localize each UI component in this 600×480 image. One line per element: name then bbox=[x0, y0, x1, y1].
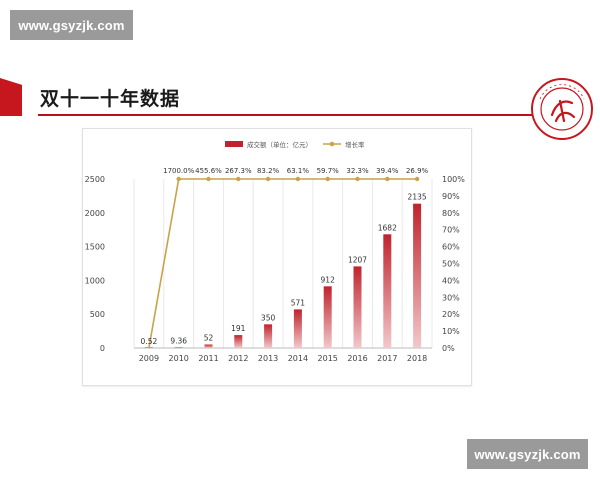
growth-rate-point bbox=[206, 176, 211, 182]
growth-rate-label: 63.1% bbox=[287, 167, 310, 175]
bar-value-label: 571 bbox=[291, 298, 306, 307]
y-right-tick-label: 0% bbox=[442, 344, 455, 353]
bar-value-label: 912 bbox=[321, 275, 336, 284]
growth-rate-label: 59.7% bbox=[317, 167, 340, 175]
bar-value-label: 350 bbox=[261, 313, 276, 322]
y-left-tick-label: 500 bbox=[90, 310, 105, 319]
y-right-tick-label: 30% bbox=[442, 293, 460, 302]
growth-rate-point bbox=[414, 176, 420, 182]
bar bbox=[234, 335, 243, 348]
bar bbox=[353, 266, 362, 348]
legend-label-line: 增长率 bbox=[345, 140, 365, 149]
y-right-tick-label: 10% bbox=[442, 327, 460, 336]
x-tick-label: 2010 bbox=[169, 354, 189, 363]
y-right-tick-label: 80% bbox=[442, 209, 460, 218]
university-seal-logo bbox=[531, 78, 593, 140]
growth-rate-label: 26.9% bbox=[406, 167, 429, 175]
growth-rate-point bbox=[236, 176, 241, 182]
growth-rate-label: 267.3% bbox=[225, 167, 252, 175]
y-left-tick-label: 2500 bbox=[85, 175, 105, 184]
x-tick-label: 2018 bbox=[407, 354, 427, 363]
x-tick-label: 2012 bbox=[228, 354, 248, 363]
y-right-tick-label: 20% bbox=[442, 310, 460, 319]
bar-value-label: 0.52 bbox=[141, 337, 158, 346]
bar-value-label: 9.36 bbox=[170, 336, 187, 345]
y-right-tick-label: 90% bbox=[442, 192, 460, 201]
y-left-tick-label: 1500 bbox=[85, 243, 105, 252]
bar-value-label: 1682 bbox=[378, 223, 397, 232]
bar bbox=[413, 203, 422, 348]
x-tick-label: 2009 bbox=[139, 354, 159, 363]
x-tick-label: 2017 bbox=[377, 354, 397, 363]
y-right-tick-label: 60% bbox=[442, 243, 460, 252]
y-right-tick-label: 100% bbox=[442, 175, 465, 184]
growth-rate-point bbox=[325, 176, 330, 182]
chart: 成交额（单位：亿元） 增长率 0 500 1000 1500 2000 2500 0% 10% 20… bbox=[85, 140, 466, 363]
title-accent-tab bbox=[0, 78, 22, 116]
growth-rate-label: 1700.0% bbox=[163, 167, 194, 175]
title-underline bbox=[38, 114, 533, 116]
growth-rate-line bbox=[148, 178, 418, 349]
watermark-top: www.gsyzjk.com bbox=[10, 10, 133, 40]
bar-value-label: 1207 bbox=[348, 255, 367, 264]
y-right-tick-label: 50% bbox=[442, 260, 460, 269]
bar-value-label: 191 bbox=[231, 324, 246, 333]
bar bbox=[383, 234, 392, 348]
y-left-tick-label: 0 bbox=[100, 344, 105, 353]
x-tick-label: 2014 bbox=[288, 354, 308, 363]
y-left-tick-label: 2000 bbox=[85, 209, 105, 218]
watermark-bottom: www.gsyzjk.com bbox=[467, 439, 588, 469]
growth-rate-point bbox=[385, 176, 390, 182]
x-tick-label: 2015 bbox=[318, 354, 338, 363]
y-right-tick-label: 70% bbox=[442, 226, 460, 235]
legend-swatch-bar bbox=[225, 141, 243, 147]
x-tick-label: 2011 bbox=[198, 354, 218, 363]
bar bbox=[264, 324, 273, 348]
growth-rate-point bbox=[355, 176, 360, 182]
bar-value-label: 2135 bbox=[408, 193, 427, 202]
growth-rate-point bbox=[295, 176, 301, 182]
y-right-tick-label: 40% bbox=[442, 276, 460, 285]
legend-marker-line bbox=[329, 141, 335, 147]
chart-panel: 成交额（单位：亿元） 增长率 0 500 1000 1500 2000 2500 0% 10% 20… bbox=[82, 128, 472, 386]
y-left-tick-label: 1000 bbox=[85, 276, 105, 285]
bar bbox=[323, 286, 332, 348]
x-tick-label: 2013 bbox=[258, 354, 278, 363]
x-tick-label: 2016 bbox=[347, 354, 367, 363]
legend-label-bar: 成交额（单位：亿元） bbox=[247, 140, 312, 149]
bar bbox=[204, 344, 213, 348]
bar bbox=[293, 309, 302, 348]
growth-rate-label: 32.3% bbox=[346, 167, 369, 175]
slide-title: 双十一十年数据 bbox=[40, 88, 181, 110]
bar bbox=[174, 347, 183, 348]
growth-rate-label: 39.4% bbox=[376, 167, 399, 175]
growth-rate-point bbox=[176, 176, 181, 182]
growth-rate-label: 455.6% bbox=[195, 167, 222, 175]
bar-value-label: 52 bbox=[204, 333, 214, 342]
growth-rate-label: 83.2% bbox=[257, 167, 280, 175]
growth-rate-point bbox=[265, 176, 271, 182]
